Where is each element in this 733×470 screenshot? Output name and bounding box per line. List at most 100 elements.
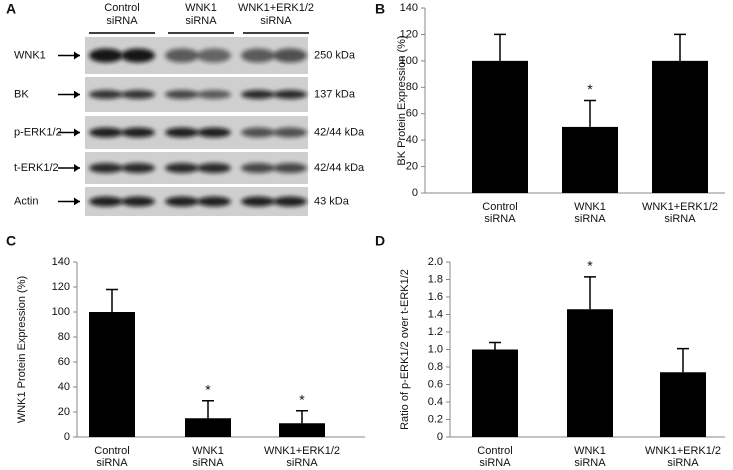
y-tick-label: 2.0 [428,256,443,268]
y-tick-label: 1.4 [428,308,443,320]
blot-band [121,127,155,138]
row-label: Actin [14,195,38,207]
panel-label: A [6,1,16,17]
significance-marker: * [205,381,211,397]
y-tick-label: 60 [58,356,70,368]
y-tick-label: 80 [406,81,418,93]
blot-band [89,127,123,138]
error-bar [584,99,596,127]
error-bar [489,341,501,350]
y-tick-label: 20 [58,406,70,418]
blot-band [121,163,155,173]
blot-band [197,48,231,63]
size-label: 250 kDa [314,49,356,61]
y-tick-label: 120 [400,28,418,40]
blot-band [197,127,231,138]
blot-band [165,127,199,138]
blot-band [241,196,275,207]
error-bar [674,33,686,61]
x-tick-label: WNK1+ERK1/2 [642,201,718,213]
x-tick-label: siRNA [667,457,699,469]
y-tick-label: 140 [400,2,418,14]
lane-group-label: WNK1 [185,2,217,14]
y-axis-label: BK Protein Expression (%) [396,35,408,165]
blot-band [89,48,123,63]
y-tick-label: 1.6 [428,291,443,303]
bar [472,349,518,437]
y-tick-label: 1.8 [428,273,443,285]
blot-band [165,196,199,207]
x-tick-label: siRNA [479,457,511,469]
blot-band [165,90,199,99]
blot-band [273,48,307,63]
row-arrowhead [74,164,80,172]
x-tick-label: siRNA [664,213,696,225]
blot-band [121,48,155,63]
blot-band [165,48,199,63]
blot-band [89,90,123,99]
row-label: BK [14,88,29,100]
y-tick-label: 40 [406,134,418,146]
blot-band [241,127,275,138]
size-label: 42/44 kDa [314,126,365,138]
error-bar [584,276,596,310]
y-axis-label: WNK1 Protein Expression (%) [16,276,28,423]
blot-band [197,90,231,99]
x-tick-label: siRNA [574,457,606,469]
error-bar [202,400,214,419]
size-label: 137 kDa [314,88,356,100]
blot-band [89,196,123,207]
y-tick-label: 60 [406,108,418,120]
row-label: t-ERK1/2 [14,162,59,174]
blot-band [89,163,123,173]
y-tick-label: 0.4 [428,396,443,408]
bar [660,372,706,437]
y-tick-label: 140 [52,256,70,268]
y-tick-label: 120 [52,281,70,293]
y-tick-label: 100 [52,306,70,318]
x-tick-label: Control [482,201,517,213]
x-tick-label: siRNA [484,213,516,225]
significance-marker: * [299,391,305,407]
x-tick-label: Control [94,445,129,457]
x-tick-label: WNK1 [574,201,606,213]
row-label: p-ERK1/2 [14,126,62,138]
bar [472,60,528,193]
x-tick-label: siRNA [192,457,224,469]
error-bar [296,410,308,424]
blot-band [197,196,231,207]
blot-band [273,127,307,138]
significance-marker: * [587,81,593,97]
bar [89,312,135,437]
row-arrowhead [74,197,80,206]
row-arrowhead [74,51,80,60]
size-label: 42/44 kDa [314,162,365,174]
lane-group-label: siRNA [260,15,292,27]
error-bar [494,33,506,61]
blot-band [273,163,307,173]
row-arrowhead [74,128,80,137]
y-tick-label: 40 [58,381,70,393]
lane-group-label: siRNA [185,15,217,27]
blot-band [121,90,155,99]
blot-band [241,48,275,63]
y-tick-label: 0 [64,431,70,443]
panel-label: C [6,233,16,249]
y-tick-label: 1.2 [428,326,443,338]
lane-group-label: siRNA [106,15,138,27]
x-tick-label: WNK1+ERK1/2 [264,445,340,457]
bar [279,423,325,437]
x-tick-label: siRNA [96,457,128,469]
y-tick-label: 0 [437,431,443,443]
y-tick-label: 80 [58,331,70,343]
blot-band [165,163,199,173]
y-tick-label: 20 [406,160,418,172]
bar [562,126,618,193]
y-tick-label: 0.8 [428,361,443,373]
bar [185,418,231,437]
x-tick-label: WNK1 [574,445,606,457]
blot-band [273,196,307,207]
x-tick-label: WNK1 [192,445,224,457]
x-tick-label: siRNA [286,457,318,469]
